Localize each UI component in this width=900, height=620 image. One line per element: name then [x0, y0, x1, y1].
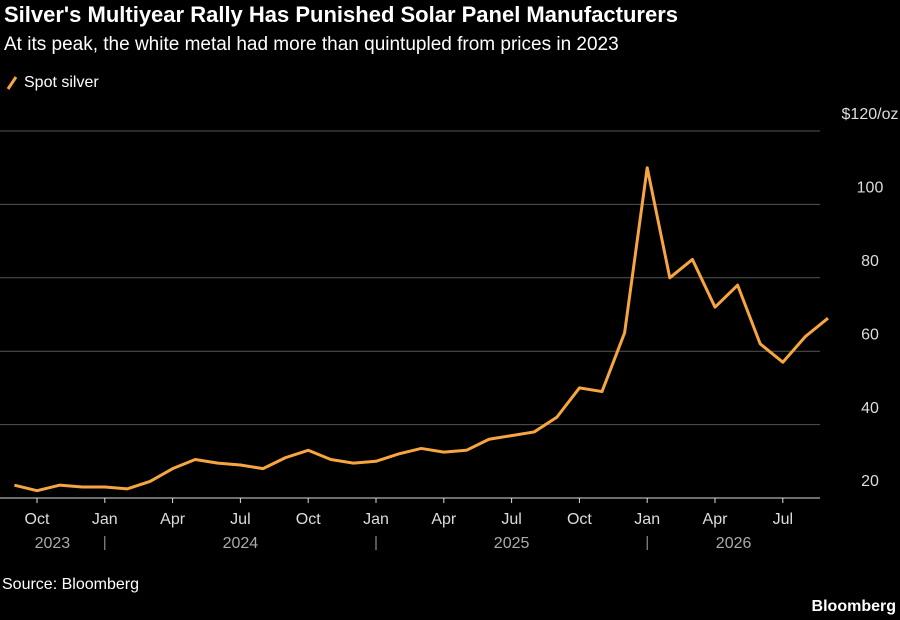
- x-tick-label: Apr: [160, 511, 186, 528]
- chart-subtitle: At its peak, the white metal had more th…: [4, 34, 619, 55]
- y-tick-label: 60: [861, 326, 879, 343]
- x-tick-label: Jul: [501, 511, 521, 528]
- x-tick-label: Oct: [25, 511, 50, 528]
- x-tick-label: Apr: [431, 511, 457, 528]
- legend-label: Spot silver: [24, 74, 99, 91]
- y-tick-label: 40: [861, 400, 879, 417]
- y-tick-label: 20: [861, 473, 879, 490]
- x-tick-label: Jul: [230, 511, 250, 528]
- x-tick-label: Apr: [703, 511, 729, 528]
- year-label: 2026: [716, 535, 752, 552]
- y-tick-label: 100: [857, 180, 884, 197]
- x-tick-label: Jan: [363, 511, 389, 528]
- y-tick-label: $120/oz: [842, 106, 899, 123]
- chart-title: Silver's Multiyear Rally Has Punished So…: [4, 2, 678, 27]
- x-tick-label: Jul: [773, 511, 793, 528]
- legend-swatch: [6, 76, 18, 90]
- year-label: 2025: [494, 535, 530, 552]
- x-tick-label: Oct: [567, 511, 592, 528]
- x-tick-label: Jan: [634, 511, 660, 528]
- source: Source: Bloomberg: [2, 576, 139, 593]
- brand: Bloomberg: [812, 598, 896, 615]
- x-tick-label: Jan: [92, 511, 118, 528]
- data-line: [14, 166, 829, 493]
- y-tick-label: 80: [861, 253, 879, 270]
- year-label: 2024: [223, 535, 259, 552]
- x-tick-label: Oct: [296, 511, 321, 528]
- year-label: 2023: [35, 535, 71, 552]
